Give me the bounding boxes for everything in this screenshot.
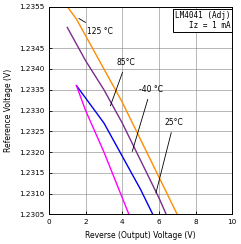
Text: -40 °C: -40 °C [132, 85, 163, 152]
Y-axis label: Reference Voltage (V): Reference Voltage (V) [4, 69, 13, 152]
Text: 85°C: 85°C [110, 58, 135, 106]
Text: 125 °C: 125 °C [79, 19, 113, 36]
X-axis label: Reverse (Output) Voltage (V): Reverse (Output) Voltage (V) [85, 231, 196, 240]
Text: 25°C: 25°C [156, 118, 183, 193]
Text: LM4041 (Adj)
Iz = 1 mA: LM4041 (Adj) Iz = 1 mA [175, 11, 230, 30]
